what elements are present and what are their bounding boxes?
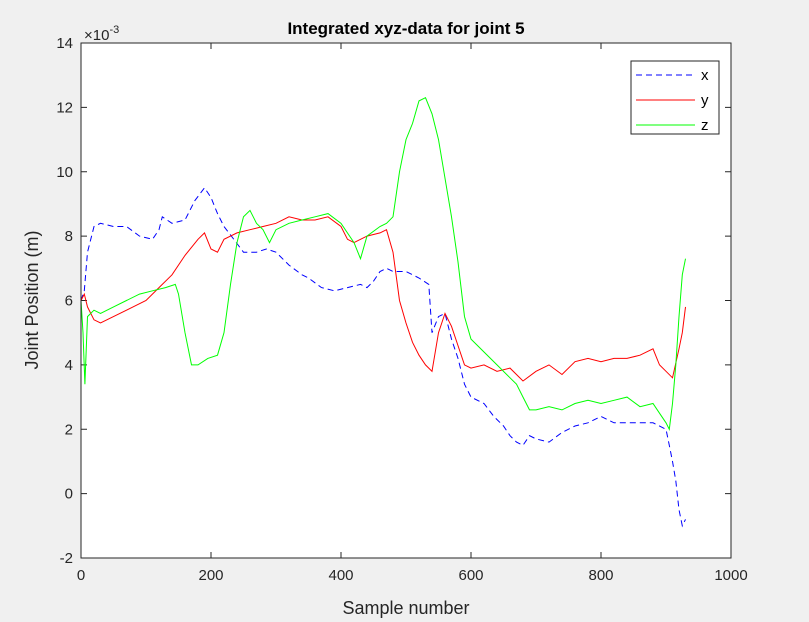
x-tick-label: 600 bbox=[458, 567, 483, 584]
legend-label-z: z bbox=[701, 117, 709, 134]
series-line-x bbox=[80, 186, 686, 528]
plot-area bbox=[81, 43, 731, 558]
axes-box bbox=[80, 42, 732, 559]
y-exponent-label: ×10-3 bbox=[84, 24, 119, 44]
y-tick-label: 0 bbox=[65, 486, 73, 503]
y-tick-label: 4 bbox=[65, 357, 73, 374]
y-exponent-base: ×10 bbox=[84, 27, 109, 44]
x-tick-label: 1000 bbox=[714, 567, 747, 584]
x-axis-label: Sample number bbox=[342, 598, 469, 618]
y-tick-label: 2 bbox=[65, 421, 73, 438]
y-exponent-power: -3 bbox=[109, 24, 119, 36]
y-tick-labels: -2 0 2 4 6 8 10 12 14 bbox=[56, 35, 73, 567]
series-layer bbox=[80, 97, 686, 528]
x-tick-label: 0 bbox=[77, 567, 85, 584]
y-tick-label: 8 bbox=[65, 228, 73, 245]
series-line-y bbox=[80, 216, 686, 382]
legend-label-y: y bbox=[701, 92, 709, 109]
x-tick-labels: 0 200 400 600 800 1000 bbox=[77, 567, 748, 584]
legend-label-x: x bbox=[701, 67, 709, 84]
y-tick-label: -2 bbox=[60, 550, 73, 567]
legend-box bbox=[630, 60, 720, 135]
y-tick-label: 6 bbox=[65, 293, 73, 310]
x-tick-label: 800 bbox=[588, 567, 613, 584]
y-axis-label: Joint Position (m) bbox=[22, 230, 42, 369]
y-tick-label: 14 bbox=[56, 35, 73, 52]
y-tick-label: 10 bbox=[56, 164, 73, 181]
x-tick-label: 200 bbox=[198, 567, 223, 584]
x-tick-label: 400 bbox=[328, 567, 353, 584]
series-line-z bbox=[80, 97, 686, 431]
legend[interactable]: xyz bbox=[630, 60, 720, 135]
y-tick-label: 12 bbox=[56, 99, 73, 116]
chart-title: Integrated xyz-data for joint 5 bbox=[287, 19, 524, 38]
